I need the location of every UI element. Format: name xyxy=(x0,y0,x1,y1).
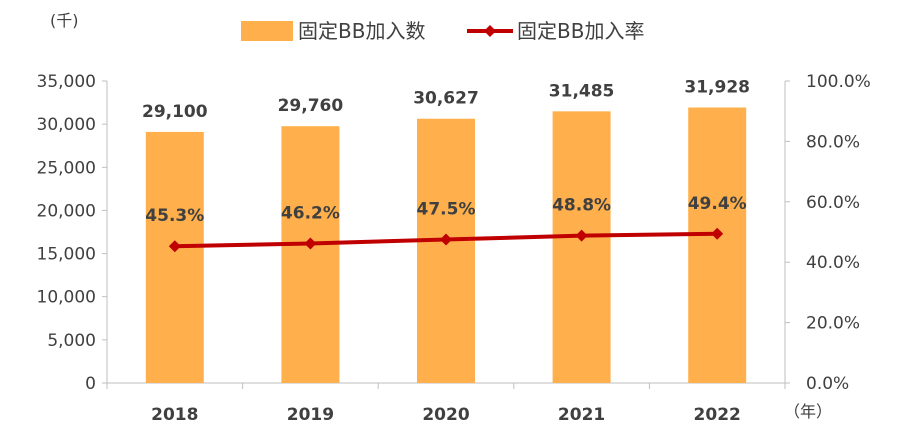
x-tick-label: 2019 xyxy=(287,405,334,425)
x-tick-label: 2018 xyxy=(151,405,198,425)
line-data-label: 49.4% xyxy=(688,194,747,214)
y-left-tick-label: 20,000 xyxy=(37,201,96,221)
legend-bar-label: 固定BB加入数 xyxy=(298,19,425,43)
bar xyxy=(688,107,747,384)
y-left-tick-label: 10,000 xyxy=(37,288,96,308)
line-data-label: 46.2% xyxy=(281,203,340,223)
bar xyxy=(281,126,340,383)
y-right-tick-label: 0.0% xyxy=(806,374,849,394)
y-left-tick-label: 25,000 xyxy=(37,158,96,178)
y-right-tick-label: 60.0% xyxy=(806,193,860,213)
y-left-tick-label: 0 xyxy=(85,374,96,394)
legend-line-label: 固定BB加入率 xyxy=(517,19,644,43)
bar-data-label: 31,928 xyxy=(684,78,750,98)
y-right-tick-label: 40.0% xyxy=(806,253,860,273)
legend: 固定BB加入数 固定BB加入率 xyxy=(241,19,644,43)
x-tick-label: 2021 xyxy=(558,405,605,425)
y-right-tick-label: 80.0% xyxy=(806,132,860,152)
legend-line-marker xyxy=(484,25,496,37)
y-left-unit: (千) xyxy=(50,11,79,30)
line-point xyxy=(575,229,588,242)
x-tick-label: 2020 xyxy=(422,405,469,425)
y-right-tick-label: 20.0% xyxy=(806,314,860,334)
line-point xyxy=(168,240,181,253)
y-left-tick-label: 30,000 xyxy=(37,115,96,135)
line-point xyxy=(711,227,724,240)
line-point xyxy=(304,237,317,250)
y-left-tick-label: 35,000 xyxy=(37,72,96,92)
y-left-tick-label: 15,000 xyxy=(37,245,96,265)
bar xyxy=(552,111,611,383)
bar-data-label: 29,100 xyxy=(142,102,208,122)
x-tick-label: 2022 xyxy=(694,405,741,425)
bar xyxy=(145,131,204,383)
line-data-label: 45.3% xyxy=(145,206,204,226)
line-data-label: 48.8% xyxy=(552,196,611,216)
line-data-label: 47.5% xyxy=(417,200,476,220)
line-point xyxy=(440,233,452,246)
bar-data-label: 29,760 xyxy=(278,96,344,116)
legend-bar-swatch xyxy=(241,21,293,41)
y-right-tick-label: 100.0% xyxy=(806,72,871,92)
bar xyxy=(417,118,475,384)
bar-data-label: 30,627 xyxy=(413,89,479,109)
y-left-tick-label: 5,000 xyxy=(47,331,96,351)
x-unit: （年） xyxy=(784,402,832,421)
bar-data-label: 31,485 xyxy=(549,81,615,101)
